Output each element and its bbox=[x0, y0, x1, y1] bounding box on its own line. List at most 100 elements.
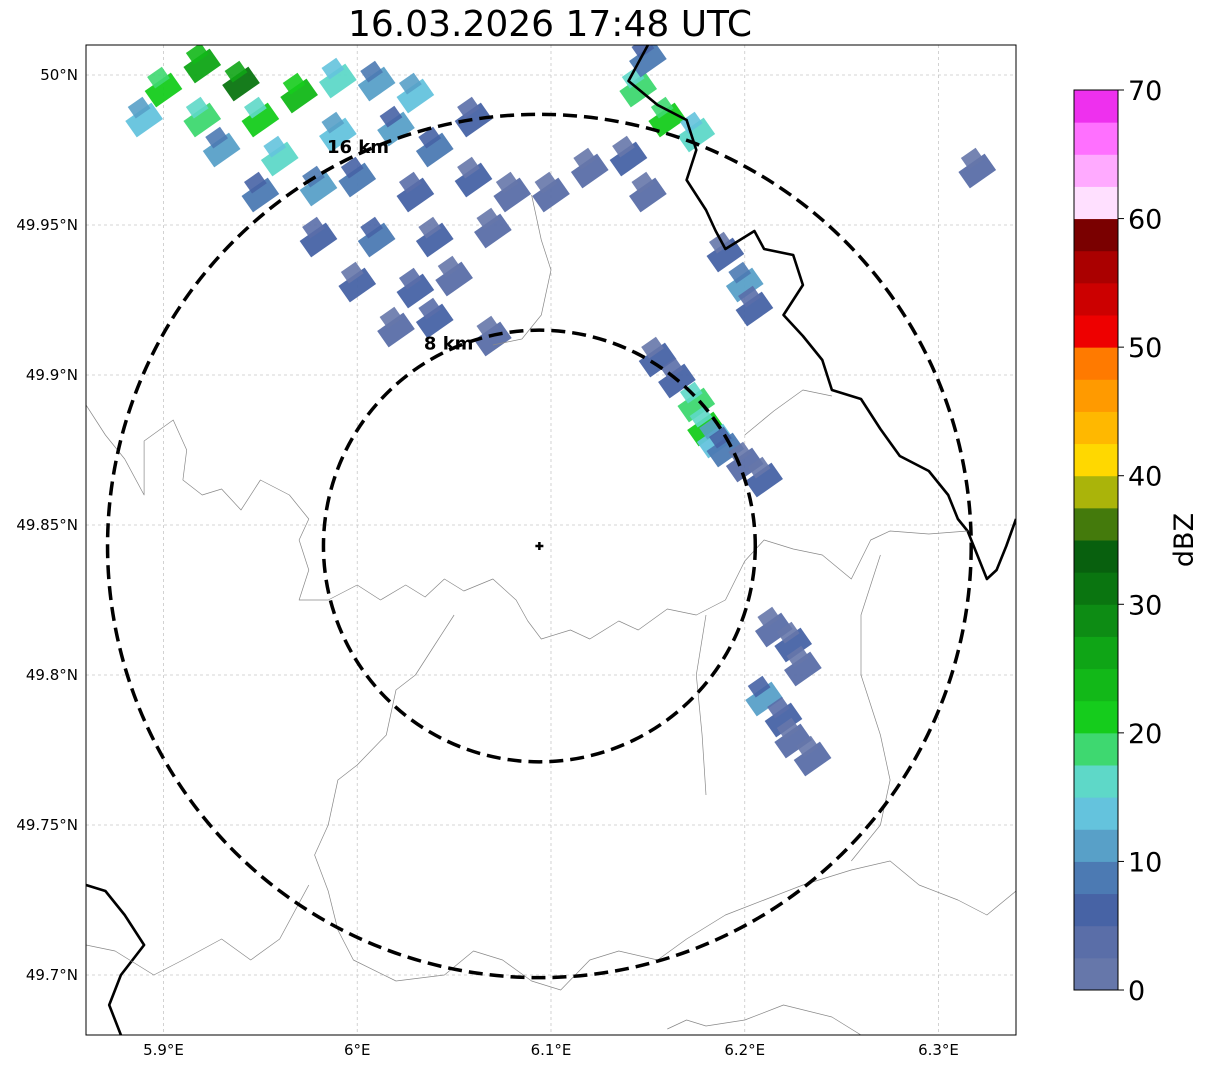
colorbar-segment bbox=[1074, 668, 1118, 702]
reflectivity-cell bbox=[638, 336, 677, 378]
reflectivity-cell bbox=[202, 126, 241, 168]
colorbar-tick-label: 30 bbox=[1128, 590, 1162, 621]
colorbar-tick-label: 40 bbox=[1128, 462, 1162, 493]
reflectivity-cell bbox=[629, 45, 667, 78]
reflectivity-cell bbox=[319, 57, 357, 99]
reflectivity-cell bbox=[357, 216, 396, 258]
reflectivity-cell bbox=[241, 171, 280, 213]
reflectivity-cell bbox=[144, 66, 183, 108]
reflectivity-cell bbox=[338, 261, 377, 303]
colorbar-tick-label: 20 bbox=[1128, 719, 1162, 750]
reflectivity-cell bbox=[241, 96, 280, 138]
colorbar-tick-label: 50 bbox=[1128, 333, 1162, 364]
colorbar-segment bbox=[1074, 604, 1118, 637]
range-ring bbox=[105, 112, 973, 980]
lat-tick-label: 49.95°N bbox=[16, 216, 78, 234]
reflectivity-cell bbox=[745, 675, 783, 717]
reflectivity-cell bbox=[338, 156, 377, 198]
reflectivity-cell bbox=[735, 285, 774, 327]
district-border bbox=[667, 1004, 862, 1035]
lat-tick-label: 49.9°N bbox=[26, 366, 78, 384]
reflectivity-cell bbox=[377, 105, 415, 147]
colorbar-segment bbox=[1074, 507, 1118, 541]
lat-tick-label: 49.8°N bbox=[26, 666, 78, 684]
lat-tick-label: 49.85°N bbox=[16, 516, 78, 534]
lon-tick-label: 6.1°E bbox=[531, 1041, 572, 1059]
colorbar-tick-label: 10 bbox=[1128, 847, 1162, 878]
colorbar-segment bbox=[1074, 893, 1118, 927]
colorbar-segment bbox=[1074, 797, 1118, 830]
reflectivity-cell bbox=[454, 156, 493, 198]
reflectivity-cell bbox=[125, 96, 163, 138]
range-ring bbox=[321, 328, 758, 764]
map-gridlines bbox=[86, 45, 1016, 1035]
reflectivity-cell bbox=[396, 171, 435, 213]
reflectivity-cell bbox=[415, 297, 454, 339]
range-ring-label: 16 km bbox=[327, 137, 389, 158]
district-border bbox=[851, 554, 891, 862]
colorbar-segment bbox=[1074, 475, 1118, 509]
colorbar-segment bbox=[1074, 315, 1118, 348]
colorbar-frame bbox=[1073, 89, 1119, 991]
reflectivity-cell bbox=[706, 426, 745, 468]
reflectivity-cell bbox=[474, 207, 512, 249]
colorbar: 0 10 20 30 40 50 60 70 dBZ bbox=[1073, 76, 1200, 1007]
reflectivity-cell bbox=[183, 45, 222, 84]
colorbar-segment bbox=[1074, 186, 1118, 220]
reflectivity-cell bbox=[706, 231, 745, 273]
reflectivity-cell bbox=[260, 135, 299, 177]
district-border bbox=[86, 404, 726, 640]
reflectivity-cell bbox=[532, 171, 570, 213]
colorbar-segment bbox=[1074, 700, 1118, 734]
lat-tick-label: 49.7°N bbox=[26, 966, 78, 984]
reflectivity-cell bbox=[435, 255, 473, 297]
reflectivity-cell bbox=[396, 72, 435, 114]
colorbar-segment bbox=[1074, 282, 1118, 316]
district-border bbox=[492, 194, 552, 346]
lon-tick-label: 6.3°E bbox=[918, 1041, 959, 1059]
reflectivity-cell bbox=[415, 126, 454, 168]
reflectivity-cell bbox=[784, 645, 822, 687]
colorbar-segment bbox=[1074, 765, 1118, 798]
reflectivity-cell bbox=[454, 96, 493, 138]
reflectivity-cell bbox=[396, 267, 435, 309]
colorbar-segment bbox=[1074, 218, 1118, 252]
colorbar-tick-label: 60 bbox=[1128, 205, 1162, 236]
colorbar-segment bbox=[1074, 572, 1118, 605]
reflectivity-cell bbox=[357, 60, 396, 102]
reflectivity-cell bbox=[415, 216, 454, 258]
lon-tick-label: 6°E bbox=[344, 1041, 371, 1059]
reflectivity-field bbox=[125, 45, 997, 777]
colorbar-segment bbox=[1074, 861, 1118, 895]
colorbar-segment bbox=[1074, 154, 1118, 187]
reflectivity-cell bbox=[745, 456, 783, 498]
district-border bbox=[695, 614, 707, 796]
colorbar-segment bbox=[1074, 957, 1118, 991]
reflectivity-cell bbox=[183, 96, 222, 138]
map-frame bbox=[85, 44, 1017, 1036]
colorbar-segment bbox=[1074, 829, 1118, 862]
colorbar-segment bbox=[1074, 90, 1118, 123]
reflectivity-cell bbox=[222, 60, 260, 102]
reflectivity-cell bbox=[764, 696, 803, 738]
reflectivity-cell bbox=[570, 147, 609, 189]
reflectivity-cell bbox=[774, 621, 813, 663]
reflectivity-cell bbox=[319, 111, 357, 153]
colorbar-segment bbox=[1074, 732, 1118, 766]
range-ring-label: 8 km bbox=[424, 334, 474, 355]
colorbar-segment bbox=[1074, 347, 1118, 380]
colorbar-tick-label: 70 bbox=[1128, 76, 1162, 107]
range-rings: 8 km 16 km bbox=[105, 112, 973, 980]
lon-tick-label: 5.9°E bbox=[143, 1041, 184, 1059]
reflectivity-cell bbox=[774, 717, 813, 759]
colorbar-segment bbox=[1074, 636, 1118, 670]
reflectivity-cell bbox=[474, 315, 512, 357]
axis-ticks: 5.9°E 6°E 6.1°E 6.2°E 6.3°E 50°N 49.95°N 49.9°N… bbox=[16, 66, 959, 1059]
colorbar-segment bbox=[1074, 122, 1118, 155]
borders-layer bbox=[86, 45, 1016, 1035]
district-border bbox=[86, 884, 310, 976]
reflectivity-cell bbox=[280, 72, 318, 114]
reflectivity-cell bbox=[725, 261, 764, 303]
lat-tick-label: 50°N bbox=[40, 66, 78, 84]
